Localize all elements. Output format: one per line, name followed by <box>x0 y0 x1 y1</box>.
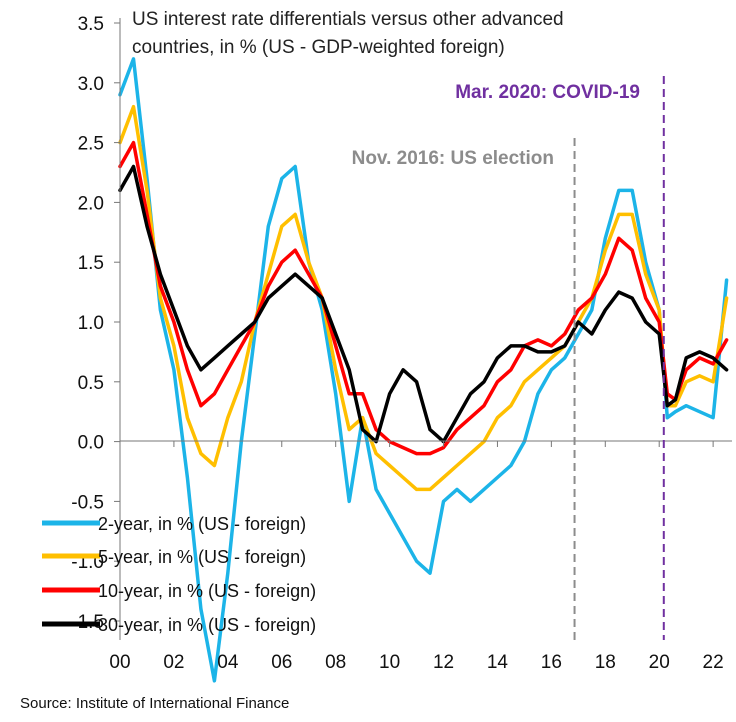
legend-label: 5-year, in % (US - foreign) <box>98 547 306 567</box>
y-tick-label: 0.0 <box>78 433 104 454</box>
y-tick-label: 1.5 <box>78 253 104 274</box>
y-tick-label: 3.5 <box>78 14 104 35</box>
legend-label: 10-year, in % (US - foreign) <box>98 581 316 601</box>
x-tick-label: 14 <box>487 652 509 673</box>
legend-label: 2-year, in % (US - foreign) <box>98 514 306 534</box>
y-tick-label: 2.5 <box>78 134 104 155</box>
x-tick-label: 12 <box>433 652 454 673</box>
x-tick-label: 22 <box>703 652 724 673</box>
series-line-2y <box>118 57 729 683</box>
plot-lines <box>118 57 729 683</box>
chart-title-line-1: US interest rate differentials versus ot… <box>132 9 564 30</box>
x-tick-label: 20 <box>649 652 670 673</box>
y-tick-label: 1.0 <box>78 313 104 334</box>
series-line-5y <box>118 104 729 492</box>
y-axis-ticks: 3.53.02.52.01.51.00.50.0-0.5-1.0-1.5 <box>71 14 120 633</box>
x-tick-label: 16 <box>541 652 562 673</box>
source-note: Source: Institute of International Finan… <box>20 695 290 712</box>
x-tick-label: 06 <box>271 652 292 673</box>
x-tick-label: 10 <box>379 652 400 673</box>
series-line-10y <box>118 140 729 456</box>
y-tick-label: 0.5 <box>78 373 104 394</box>
x-tick-label: 04 <box>217 652 239 673</box>
y-tick-label: 2.0 <box>78 193 104 214</box>
y-tick-label: -0.5 <box>71 492 104 513</box>
chart-title-line-2: countries, in % (US - GDP-weighted forei… <box>132 37 505 58</box>
legend-label: 30-year, in % (US - foreign) <box>98 615 316 635</box>
x-tick-label: 18 <box>595 652 616 673</box>
series-line-30y <box>118 164 729 444</box>
x-tick-label: 08 <box>325 652 346 673</box>
legend: 2-year, in % (US - foreign) 5-year, in % … <box>42 514 316 635</box>
x-tick-label: 00 <box>109 652 130 673</box>
chart: 3.53.02.52.01.51.00.50.0-0.5-1.0-1.5 000… <box>42 9 732 683</box>
x-axis-ticks: 00 02 04 06 08 10 12 14 16 18 20 22 <box>109 441 724 673</box>
annotation-covid: Mar. 2020: COVID-19 <box>455 82 640 103</box>
event-lines <box>573 76 665 640</box>
x-tick-label: 02 <box>163 652 184 673</box>
y-tick-label: 3.0 <box>78 74 104 95</box>
annotation-us-election: Nov. 2016: US election <box>352 148 554 169</box>
